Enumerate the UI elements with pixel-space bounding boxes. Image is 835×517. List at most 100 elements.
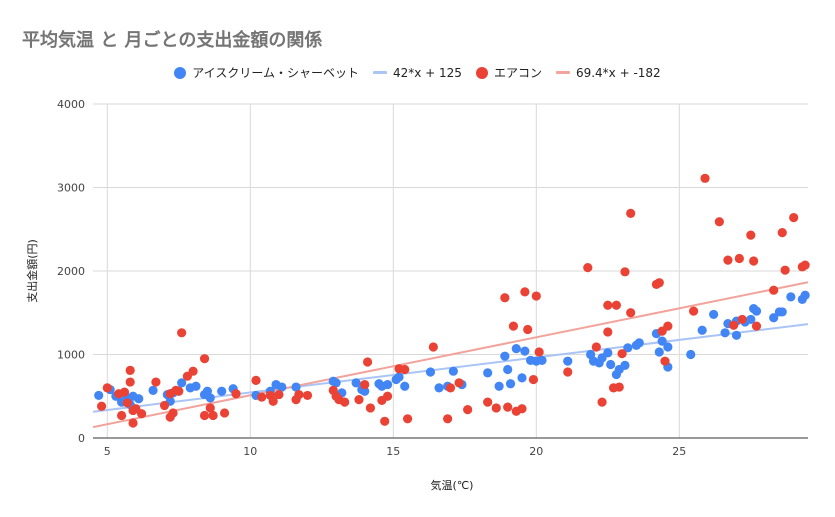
aircon-point[interactable]	[151, 377, 161, 387]
aircon-point[interactable]	[746, 230, 756, 240]
ice-cream-point[interactable]	[434, 383, 444, 393]
aircon-point[interactable]	[365, 403, 376, 413]
ice-cream-point[interactable]	[697, 325, 707, 335]
aircon-point[interactable]	[611, 300, 621, 310]
ice-cream-point[interactable]	[537, 355, 547, 365]
ice-cream-point[interactable]	[709, 309, 719, 320]
aircon-point[interactable]	[231, 389, 241, 399]
ice-cream-point[interactable]	[205, 393, 215, 403]
aircon-point[interactable]	[428, 342, 438, 352]
ice-cream-point[interactable]	[483, 368, 493, 378]
aircon-point[interactable]	[400, 364, 410, 375]
ice-cream-point[interactable]	[148, 385, 158, 396]
ice-cream-point[interactable]	[94, 390, 104, 401]
aircon-point[interactable]	[380, 416, 390, 426]
aircon-point[interactable]	[663, 321, 673, 331]
aircon-point[interactable]	[531, 291, 541, 301]
aircon-point[interactable]	[520, 287, 530, 297]
aircon-point[interactable]	[360, 379, 370, 390]
aircon-point[interactable]	[500, 293, 510, 303]
aircon-point[interactable]	[257, 392, 267, 402]
aircon-point[interactable]	[294, 389, 304, 400]
aircon-point[interactable]	[443, 414, 453, 424]
ice-cream-point[interactable]	[606, 359, 616, 370]
ice-cream-point[interactable]	[291, 382, 301, 392]
aircon-point[interactable]	[626, 208, 636, 218]
aircon-point[interactable]	[714, 217, 724, 227]
ice-cream-point[interactable]	[494, 381, 504, 391]
legend-item-ice-cream[interactable]: アイスクリーム・シャーベット	[174, 64, 359, 81]
aircon-point[interactable]	[122, 398, 132, 408]
aircon-point[interactable]	[177, 328, 187, 338]
aircon-point[interactable]	[174, 386, 184, 396]
aircon-point[interactable]	[789, 212, 799, 223]
aircon-point[interactable]	[208, 410, 218, 421]
aircon-point[interactable]	[199, 410, 210, 421]
ice-cream-point[interactable]	[731, 330, 742, 340]
ice-cream-point[interactable]	[620, 360, 630, 370]
aircon-point[interactable]	[251, 375, 261, 385]
aircon-point[interactable]	[268, 396, 278, 406]
aircon-point[interactable]	[159, 400, 170, 411]
ice-cream-point[interactable]	[360, 386, 370, 396]
ice-cream-point[interactable]	[800, 290, 810, 300]
aircon-point[interactable]	[780, 265, 790, 275]
aircon-point[interactable]	[340, 397, 350, 407]
aircon-point[interactable]	[523, 324, 533, 335]
aircon-point[interactable]	[749, 256, 759, 266]
aircon-point[interactable]	[528, 374, 539, 385]
ice-cream-point[interactable]	[786, 292, 796, 302]
aircon-point[interactable]	[603, 300, 613, 310]
aircon-point[interactable]	[102, 383, 112, 393]
ice-cream-point[interactable]	[277, 382, 287, 392]
ice-cream-point[interactable]	[603, 348, 613, 358]
legend-item-ice-cream-trend[interactable]: 42*x + 125	[372, 66, 462, 80]
aircon-point[interactable]	[117, 410, 127, 421]
ice-cream-point[interactable]	[563, 356, 573, 366]
aircon-point[interactable]	[769, 285, 779, 295]
aircon-point[interactable]	[168, 408, 178, 418]
aircon-point[interactable]	[603, 327, 613, 337]
ice-cream-point[interactable]	[517, 373, 527, 383]
aircon-point[interactable]	[597, 397, 607, 407]
legend-item-aircon-trend[interactable]: 69.4*x + -182	[555, 66, 661, 80]
ice-cream-point[interactable]	[769, 313, 779, 323]
aircon-point[interactable]	[302, 390, 313, 401]
ice-cream-point[interactable]	[751, 306, 762, 316]
aircon-point[interactable]	[199, 354, 210, 364]
ice-cream-point[interactable]	[654, 347, 664, 357]
aircon-point[interactable]	[454, 378, 464, 388]
ice-cream-point[interactable]	[634, 338, 644, 348]
aircon-point[interactable]	[508, 321, 519, 331]
ice-cream-point[interactable]	[623, 343, 633, 353]
ice-cream-point[interactable]	[394, 372, 404, 382]
ice-cream-point[interactable]	[520, 346, 530, 356]
ice-cream-point[interactable]	[657, 336, 667, 346]
ice-cream-point[interactable]	[663, 342, 673, 352]
aircon-point[interactable]	[614, 382, 624, 392]
aircon-point[interactable]	[274, 389, 284, 400]
aircon-point[interactable]	[534, 347, 544, 357]
aircon-point[interactable]	[517, 404, 527, 414]
aircon-point[interactable]	[660, 356, 670, 366]
aircon-point[interactable]	[125, 377, 135, 387]
ice-cream-point[interactable]	[191, 381, 201, 391]
ice-cream-point[interactable]	[500, 351, 510, 361]
aircon-point[interactable]	[617, 349, 627, 359]
aircon-point[interactable]	[188, 366, 198, 376]
ice-cream-point[interactable]	[505, 379, 516, 389]
aircon-point[interactable]	[119, 387, 130, 397]
ice-cream-point[interactable]	[511, 344, 521, 354]
ice-cream-point[interactable]	[425, 367, 436, 377]
aircon-point[interactable]	[626, 308, 636, 318]
ice-cream-point[interactable]	[777, 307, 787, 317]
aircon-point[interactable]	[125, 365, 135, 375]
ice-cream-point[interactable]	[331, 378, 341, 388]
ice-cream-point[interactable]	[382, 379, 393, 390]
aircon-point[interactable]	[737, 314, 747, 325]
aircon-point[interactable]	[403, 414, 413, 424]
aircon-point[interactable]	[362, 357, 373, 367]
ice-cream-point[interactable]	[720, 328, 730, 338]
aircon-point[interactable]	[483, 397, 493, 407]
ice-cream-point[interactable]	[400, 381, 410, 391]
